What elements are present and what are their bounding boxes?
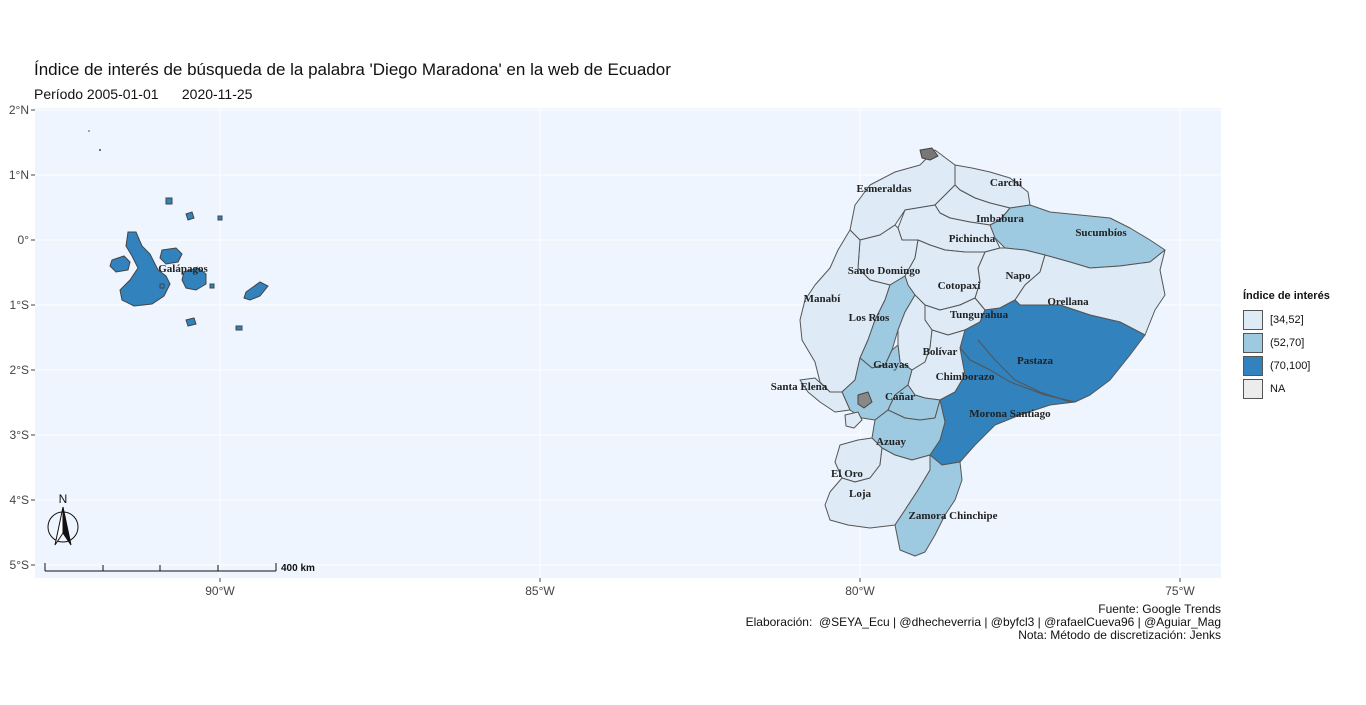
label-azuay: Azuay [876,436,906,448]
label-canar: Cañar [885,391,915,403]
legend-label: (52,70] [1270,336,1305,349]
label-orellana: Orellana [1047,296,1089,308]
legend-swatch [1243,378,1263,399]
label-imbabura: Imbabura [976,213,1024,225]
label-pichincha: Pichincha [949,233,996,245]
label-el-oro: El Oro [831,468,863,480]
province-zamora-chinchipe [894,454,963,557]
label-guayas: Guayas [873,359,909,371]
lat-tick-label: 1°S [10,298,29,312]
legend-title: Índice de interés [1243,290,1330,302]
label-galapagos: Galápagos [158,263,208,275]
label-sucumbios: Sucumbíos [1075,227,1127,239]
caption-note: Nota: Método de discretización: Jenks [1018,628,1221,642]
province-santa-elena [799,377,851,413]
label-bolivar: Bolívar [923,346,958,358]
label-morona-santiago: Morona Santiago [969,408,1051,420]
lat-tick-label: 0° [18,233,30,247]
caption-source: Fuente: Google Trends [1098,602,1221,616]
lon-tick-label: 85°W [525,584,555,598]
map-subtitle: Período 2005-01-01 2020-11-25 [34,86,253,102]
label-santo-domingo: Santo Domingo [848,265,921,277]
label-zamora-chinchipe: Zamora Chinchipe [909,510,998,522]
label-napo: Napo [1005,270,1031,282]
label-carchi: Carchi [990,177,1022,189]
legend-label: NA [1270,382,1286,395]
legend-item: NA [1243,377,1330,400]
legend-swatch [1243,355,1263,376]
label-chimborazo: Chimborazo [936,371,995,383]
caption: Fuente: Google Trends Elaboración: @SEYA… [746,603,1221,642]
legend: Índice de interés [34,52] (52,70] (70,10… [1243,290,1330,400]
lat-tick-label: 4°S [10,493,29,507]
legend-label: [34,52] [1270,313,1304,326]
label-tungurahua: Tungurahua [950,309,1009,321]
label-cotopaxi: Cotopaxi [938,280,981,292]
scale-bar [44,563,277,572]
lon-tick-label: 75°W [1165,584,1195,598]
lat-tick-label: 2°N [9,103,29,117]
label-manabi: Manabí [804,293,842,305]
label-santa-elena: Santa Elena [771,381,828,393]
legend-swatch [1243,332,1263,353]
province-galapagos [109,197,269,331]
caption-authors: Elaboración: @SEYA_Ecu | @dhecheverria |… [745,615,1221,629]
label-esmeraldas: Esmeraldas [857,183,913,195]
scale-bar-label: 400 km [281,563,315,574]
north-arrow-label: N [59,492,68,506]
legend-label: (70,100] [1270,359,1311,372]
label-loja: Loja [849,488,872,500]
legend-item: (70,100] [1243,354,1330,377]
lon-tick-label: 90°W [205,584,235,598]
legend-item: [34,52] [1243,308,1330,331]
lon-tick-label: 80°W [845,584,875,598]
lat-tick-label: 1°N [9,168,29,182]
lat-tick-label: 3°S [10,428,29,442]
north-arrow: N [47,492,79,546]
legend-swatch [1243,309,1263,330]
map-title: Índice de interés de búsqueda de la pala… [34,60,671,79]
label-los-rios: Los Ríos [849,312,890,324]
lat-tick-label: 2°S [10,363,29,377]
lat-tick-label: 5°S [10,558,29,572]
legend-item: (52,70] [1243,331,1330,354]
label-pastaza: Pastaza [1017,355,1054,367]
